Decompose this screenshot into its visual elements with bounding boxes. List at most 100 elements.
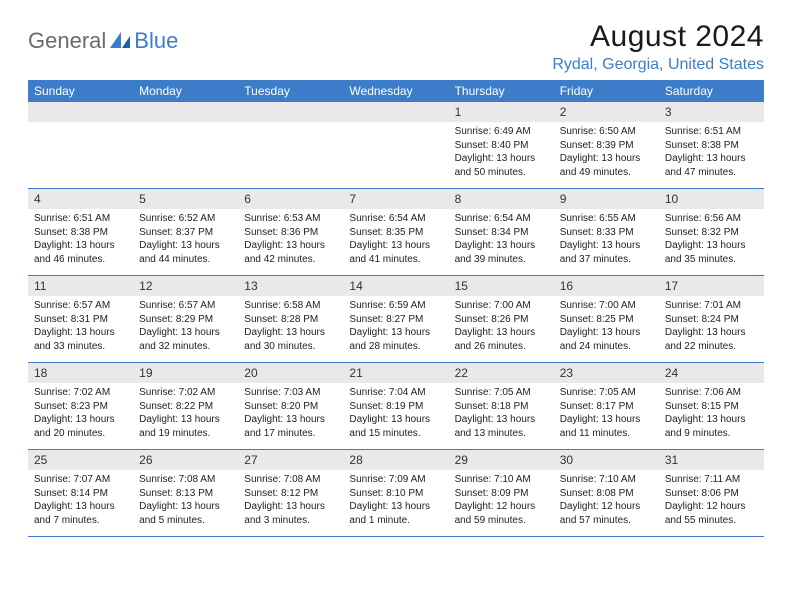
sunset-text: Sunset: 8:31 PM bbox=[34, 313, 127, 327]
day-cell: 5Sunrise: 6:52 AMSunset: 8:37 PMDaylight… bbox=[133, 189, 238, 275]
day-number bbox=[133, 102, 238, 122]
sunrise-text: Sunrise: 7:11 AM bbox=[665, 473, 758, 487]
sunset-text: Sunset: 8:23 PM bbox=[34, 400, 127, 414]
day-body bbox=[343, 122, 448, 182]
logo: General Blue bbox=[28, 28, 178, 54]
weeks-container: 1Sunrise: 6:49 AMSunset: 8:40 PMDaylight… bbox=[28, 102, 764, 537]
sunrise-text: Sunrise: 7:00 AM bbox=[560, 299, 653, 313]
sunset-text: Sunset: 8:36 PM bbox=[244, 226, 337, 240]
day-body bbox=[28, 122, 133, 182]
weekday-header-row: Sunday Monday Tuesday Wednesday Thursday… bbox=[28, 80, 764, 102]
daylight-text: Daylight: 13 hours and 35 minutes. bbox=[665, 239, 758, 266]
day-number: 18 bbox=[28, 363, 133, 383]
sunset-text: Sunset: 8:12 PM bbox=[244, 487, 337, 501]
daylight-text: Daylight: 12 hours and 57 minutes. bbox=[560, 500, 653, 527]
day-cell: 13Sunrise: 6:58 AMSunset: 8:28 PMDayligh… bbox=[238, 276, 343, 362]
sunset-text: Sunset: 8:20 PM bbox=[244, 400, 337, 414]
weekday-wed: Wednesday bbox=[343, 80, 448, 102]
day-body: Sunrise: 6:54 AMSunset: 8:34 PMDaylight:… bbox=[449, 209, 554, 270]
day-body: Sunrise: 7:05 AMSunset: 8:17 PMDaylight:… bbox=[554, 383, 659, 444]
daylight-text: Daylight: 13 hours and 5 minutes. bbox=[139, 500, 232, 527]
week-row: 11Sunrise: 6:57 AMSunset: 8:31 PMDayligh… bbox=[28, 276, 764, 363]
day-body: Sunrise: 7:09 AMSunset: 8:10 PMDaylight:… bbox=[343, 470, 448, 531]
day-body: Sunrise: 7:02 AMSunset: 8:23 PMDaylight:… bbox=[28, 383, 133, 444]
day-number: 9 bbox=[554, 189, 659, 209]
daylight-text: Daylight: 13 hours and 44 minutes. bbox=[139, 239, 232, 266]
day-number bbox=[238, 102, 343, 122]
weekday-mon: Monday bbox=[133, 80, 238, 102]
day-cell: 26Sunrise: 7:08 AMSunset: 8:13 PMDayligh… bbox=[133, 450, 238, 536]
sunrise-text: Sunrise: 7:00 AM bbox=[455, 299, 548, 313]
sunset-text: Sunset: 8:27 PM bbox=[349, 313, 442, 327]
day-number: 21 bbox=[343, 363, 448, 383]
sunset-text: Sunset: 8:37 PM bbox=[139, 226, 232, 240]
day-cell: 20Sunrise: 7:03 AMSunset: 8:20 PMDayligh… bbox=[238, 363, 343, 449]
sunset-text: Sunset: 8:40 PM bbox=[455, 139, 548, 153]
calendar: Sunday Monday Tuesday Wednesday Thursday… bbox=[28, 80, 764, 537]
sunrise-text: Sunrise: 6:56 AM bbox=[665, 212, 758, 226]
day-cell: 14Sunrise: 6:59 AMSunset: 8:27 PMDayligh… bbox=[343, 276, 448, 362]
sunset-text: Sunset: 8:19 PM bbox=[349, 400, 442, 414]
day-cell: 9Sunrise: 6:55 AMSunset: 8:33 PMDaylight… bbox=[554, 189, 659, 275]
sunrise-text: Sunrise: 6:51 AM bbox=[34, 212, 127, 226]
sunrise-text: Sunrise: 7:03 AM bbox=[244, 386, 337, 400]
sunrise-text: Sunrise: 7:05 AM bbox=[455, 386, 548, 400]
day-cell bbox=[28, 102, 133, 188]
sunset-text: Sunset: 8:38 PM bbox=[34, 226, 127, 240]
day-number: 6 bbox=[238, 189, 343, 209]
sunset-text: Sunset: 8:39 PM bbox=[560, 139, 653, 153]
day-cell: 15Sunrise: 7:00 AMSunset: 8:26 PMDayligh… bbox=[449, 276, 554, 362]
day-body: Sunrise: 7:02 AMSunset: 8:22 PMDaylight:… bbox=[133, 383, 238, 444]
day-body: Sunrise: 7:00 AMSunset: 8:25 PMDaylight:… bbox=[554, 296, 659, 357]
day-cell: 23Sunrise: 7:05 AMSunset: 8:17 PMDayligh… bbox=[554, 363, 659, 449]
daylight-text: Daylight: 13 hours and 24 minutes. bbox=[560, 326, 653, 353]
week-row: 25Sunrise: 7:07 AMSunset: 8:14 PMDayligh… bbox=[28, 450, 764, 537]
day-number: 12 bbox=[133, 276, 238, 296]
sunrise-text: Sunrise: 7:06 AM bbox=[665, 386, 758, 400]
daylight-text: Daylight: 13 hours and 30 minutes. bbox=[244, 326, 337, 353]
weekday-fri: Friday bbox=[554, 80, 659, 102]
sunrise-text: Sunrise: 7:10 AM bbox=[560, 473, 653, 487]
logo-text-blue: Blue bbox=[134, 28, 178, 54]
day-body: Sunrise: 7:01 AMSunset: 8:24 PMDaylight:… bbox=[659, 296, 764, 357]
day-cell: 2Sunrise: 6:50 AMSunset: 8:39 PMDaylight… bbox=[554, 102, 659, 188]
sunset-text: Sunset: 8:17 PM bbox=[560, 400, 653, 414]
day-cell: 7Sunrise: 6:54 AMSunset: 8:35 PMDaylight… bbox=[343, 189, 448, 275]
sunset-text: Sunset: 8:33 PM bbox=[560, 226, 653, 240]
day-cell bbox=[133, 102, 238, 188]
daylight-text: Daylight: 13 hours and 9 minutes. bbox=[665, 413, 758, 440]
daylight-text: Daylight: 13 hours and 47 minutes. bbox=[665, 152, 758, 179]
day-number: 7 bbox=[343, 189, 448, 209]
daylight-text: Daylight: 13 hours and 37 minutes. bbox=[560, 239, 653, 266]
day-body: Sunrise: 6:55 AMSunset: 8:33 PMDaylight:… bbox=[554, 209, 659, 270]
day-number: 1 bbox=[449, 102, 554, 122]
daylight-text: Daylight: 13 hours and 33 minutes. bbox=[34, 326, 127, 353]
sunrise-text: Sunrise: 7:07 AM bbox=[34, 473, 127, 487]
day-cell: 25Sunrise: 7:07 AMSunset: 8:14 PMDayligh… bbox=[28, 450, 133, 536]
day-body: Sunrise: 6:58 AMSunset: 8:28 PMDaylight:… bbox=[238, 296, 343, 357]
day-number: 17 bbox=[659, 276, 764, 296]
day-body: Sunrise: 6:57 AMSunset: 8:29 PMDaylight:… bbox=[133, 296, 238, 357]
sunrise-text: Sunrise: 7:04 AM bbox=[349, 386, 442, 400]
sunset-text: Sunset: 8:32 PM bbox=[665, 226, 758, 240]
sunrise-text: Sunrise: 6:50 AM bbox=[560, 125, 653, 139]
day-body: Sunrise: 6:53 AMSunset: 8:36 PMDaylight:… bbox=[238, 209, 343, 270]
day-cell: 24Sunrise: 7:06 AMSunset: 8:15 PMDayligh… bbox=[659, 363, 764, 449]
logo-sail-icon bbox=[110, 32, 132, 50]
day-cell: 10Sunrise: 6:56 AMSunset: 8:32 PMDayligh… bbox=[659, 189, 764, 275]
day-cell: 17Sunrise: 7:01 AMSunset: 8:24 PMDayligh… bbox=[659, 276, 764, 362]
sunset-text: Sunset: 8:15 PM bbox=[665, 400, 758, 414]
day-body: Sunrise: 6:51 AMSunset: 8:38 PMDaylight:… bbox=[28, 209, 133, 270]
sunset-text: Sunset: 8:18 PM bbox=[455, 400, 548, 414]
weekday-sat: Saturday bbox=[659, 80, 764, 102]
day-body: Sunrise: 7:06 AMSunset: 8:15 PMDaylight:… bbox=[659, 383, 764, 444]
sunrise-text: Sunrise: 6:59 AM bbox=[349, 299, 442, 313]
daylight-text: Daylight: 13 hours and 1 minute. bbox=[349, 500, 442, 527]
day-cell: 1Sunrise: 6:49 AMSunset: 8:40 PMDaylight… bbox=[449, 102, 554, 188]
daylight-text: Daylight: 13 hours and 7 minutes. bbox=[34, 500, 127, 527]
day-cell: 4Sunrise: 6:51 AMSunset: 8:38 PMDaylight… bbox=[28, 189, 133, 275]
day-body: Sunrise: 7:08 AMSunset: 8:13 PMDaylight:… bbox=[133, 470, 238, 531]
day-cell: 21Sunrise: 7:04 AMSunset: 8:19 PMDayligh… bbox=[343, 363, 448, 449]
daylight-text: Daylight: 13 hours and 26 minutes. bbox=[455, 326, 548, 353]
day-number: 5 bbox=[133, 189, 238, 209]
